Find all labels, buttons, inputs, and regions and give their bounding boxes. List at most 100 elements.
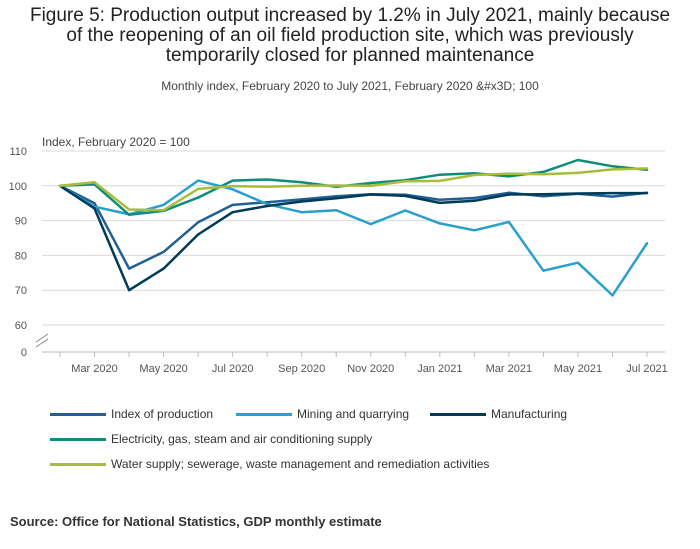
data-point [231, 184, 234, 188]
data-point [162, 250, 165, 254]
data-point [127, 213, 131, 216]
data-point [645, 191, 649, 195]
data-point [473, 229, 476, 232]
legend-label: Index of production [111, 407, 214, 421]
data-point [473, 199, 476, 202]
data-point [127, 208, 131, 211]
series-line [59, 184, 648, 270]
y-tick-label: 100 [9, 181, 27, 193]
y-tick-label: 90 [15, 216, 27, 228]
x-tick-label: Nov 2020 [347, 363, 394, 375]
data-point [473, 196, 476, 200]
x-tick-label: Jul 2020 [212, 363, 254, 375]
data-point [162, 267, 165, 270]
data-point [507, 172, 511, 175]
data-point [93, 202, 96, 205]
data-point [162, 208, 165, 212]
series-line [59, 184, 647, 292]
y-tick-label: 70 [15, 285, 27, 297]
data-point [645, 242, 649, 245]
data-point [404, 194, 407, 198]
data-point [438, 198, 442, 201]
data-point [576, 171, 580, 175]
data-point [507, 220, 511, 224]
legend-swatch [50, 412, 106, 416]
data-point [231, 211, 234, 214]
y-tick-label: 110 [9, 146, 27, 158]
data-point [611, 294, 614, 297]
data-point [335, 195, 338, 198]
data-point [196, 179, 200, 182]
data-point [645, 167, 649, 170]
line-chart: Index, February 2020 = 100 110 100 90 80 70 6… [9, 135, 668, 375]
data-point [542, 192, 545, 196]
data-point [369, 222, 372, 226]
series-line [59, 158, 648, 216]
data-point [231, 188, 234, 191]
data-point [507, 175, 511, 178]
data-point [438, 201, 442, 205]
chart-subtitle: Monthly index, February 2020 to July 202… [161, 79, 539, 93]
source-note: Source: Office for National Statistics, … [10, 514, 382, 529]
data-point [576, 261, 580, 264]
data-point [93, 181, 96, 184]
data-point [542, 269, 545, 272]
data-point [265, 204, 269, 208]
data-point [507, 193, 511, 196]
x-tick-label: Jul 2021 [626, 363, 668, 375]
data-point [127, 289, 131, 292]
data-point [438, 222, 442, 225]
axis-break-mark [35, 333, 49, 343]
data-point [300, 198, 303, 201]
data-point [196, 196, 200, 199]
series-line [59, 179, 649, 297]
axis-break-mark [35, 338, 49, 348]
data-point [438, 179, 442, 183]
legend-label: Manufacturing [491, 407, 568, 421]
data-point [404, 209, 407, 212]
data-point [335, 184, 338, 187]
data-point [265, 178, 269, 181]
data-point [335, 208, 338, 212]
y-axis-ticks: 110 100 90 80 70 60 0 [9, 146, 49, 359]
data-point [127, 267, 131, 270]
data-point [300, 211, 303, 214]
data-point [231, 203, 234, 207]
data-point [576, 158, 580, 162]
x-tick-label: Mar 2020 [71, 363, 117, 375]
data-point [196, 233, 200, 236]
x-axis: Mar 2020 May 2020 Jul 2020 Sep 2020 Nov 2020… [42, 351, 668, 375]
legend-swatch [50, 462, 106, 466]
data-point [300, 181, 303, 184]
data-point [542, 173, 545, 176]
y-axis-label: Index, February 2020 = 100 [42, 135, 190, 149]
series-lines [58, 158, 649, 297]
data-point [576, 192, 580, 195]
chart-title: Figure 5: Production output increased by… [29, 5, 671, 66]
data-point [438, 173, 442, 176]
data-point [473, 173, 476, 177]
legend-item: Electricity, gas, steam and air conditio… [50, 432, 372, 446]
y-tick-label: 60 [15, 320, 27, 332]
data-point [369, 181, 372, 185]
legend-swatch [50, 437, 106, 441]
x-tick-label: Jan 2021 [417, 363, 462, 375]
data-point [335, 197, 338, 200]
data-point [369, 193, 372, 196]
data-point [542, 195, 545, 198]
legend-swatch [430, 412, 486, 416]
data-point [542, 170, 545, 174]
data-point [611, 191, 614, 195]
legend-item: Mining and quarrying [236, 407, 409, 421]
data-point [196, 187, 200, 191]
legend-swatch [236, 412, 292, 416]
data-point [93, 207, 96, 210]
data-point [369, 184, 372, 187]
x-tick-label: Mar 2021 [486, 363, 532, 375]
legend-label: Electricity, gas, steam and air conditio… [111, 432, 373, 446]
data-point [611, 195, 614, 198]
gridlines [42, 150, 665, 326]
data-point [611, 168, 614, 171]
data-point [231, 179, 234, 182]
data-point [300, 200, 303, 203]
